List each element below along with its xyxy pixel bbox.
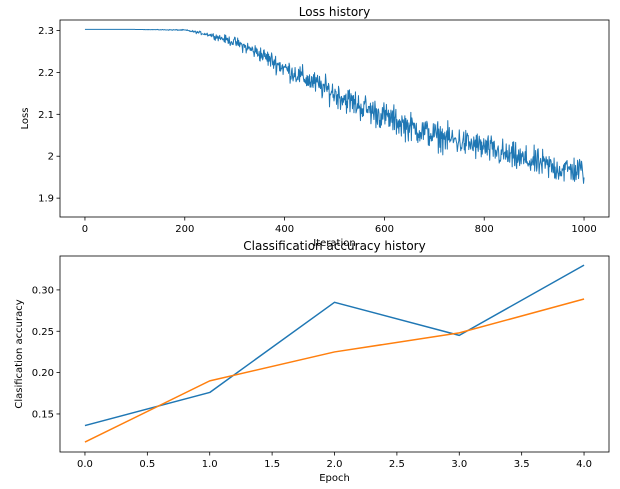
y-axis-label: Loss xyxy=(20,108,31,130)
x-tick-label: 1.5 xyxy=(264,459,280,470)
y-tick-label: 0.25 xyxy=(32,327,54,338)
x-axis-label: Iteration xyxy=(313,238,355,249)
x-axis-label: Epoch xyxy=(319,473,350,484)
x-tick-label: 1.0 xyxy=(202,459,218,470)
y-tick-label: 2 xyxy=(48,152,54,163)
y-tick-label: 2.2 xyxy=(38,68,54,79)
y-tick-label: 0.15 xyxy=(32,409,54,420)
x-tick-label: 400 xyxy=(275,224,294,235)
series-line-1 xyxy=(84,298,585,443)
x-tick-label: 3.0 xyxy=(451,459,467,470)
series-line-0 xyxy=(84,28,585,184)
y-axis-label: Clasification accuracy xyxy=(14,299,25,408)
x-tick-label: 800 xyxy=(475,224,494,235)
x-tick-label: 3.5 xyxy=(514,459,530,470)
y-tick-label: 2.1 xyxy=(38,110,54,121)
x-tick-label: 1000 xyxy=(571,224,596,235)
plot-frame xyxy=(59,255,610,453)
chart-title: Loss history xyxy=(299,5,370,19)
x-tick-label: 0.5 xyxy=(139,459,155,470)
x-tick-label: 0.0 xyxy=(77,459,93,470)
x-tick-label: 200 xyxy=(175,224,194,235)
series-line-0 xyxy=(84,264,585,427)
x-tick-label: 600 xyxy=(375,224,394,235)
x-tick-label: 4.0 xyxy=(576,459,592,470)
chart-title: Classification accuracy history xyxy=(243,239,425,253)
loss-history-panel: 0 200 400 600 800 1000 1.9 2 2.1 2.2 2.3 Loss histo… xyxy=(20,5,610,249)
y-tick-label: 1.9 xyxy=(38,194,54,205)
accuracy-history-panel: 0.0 0.5 1.0 1.5 2.0 2.5 3.0 3.5 4.0 0.15 0.20 0.25 0… xyxy=(14,239,610,484)
y-tick-label: 0.30 xyxy=(32,285,54,296)
x-tick-label: 2.0 xyxy=(327,459,343,470)
x-tick-label: 2.5 xyxy=(389,459,405,470)
plot-frame xyxy=(59,19,610,218)
x-tick-label: 0 xyxy=(82,224,88,235)
y-tick-label: 2.3 xyxy=(38,26,54,37)
y-tick-label: 0.20 xyxy=(32,368,54,379)
